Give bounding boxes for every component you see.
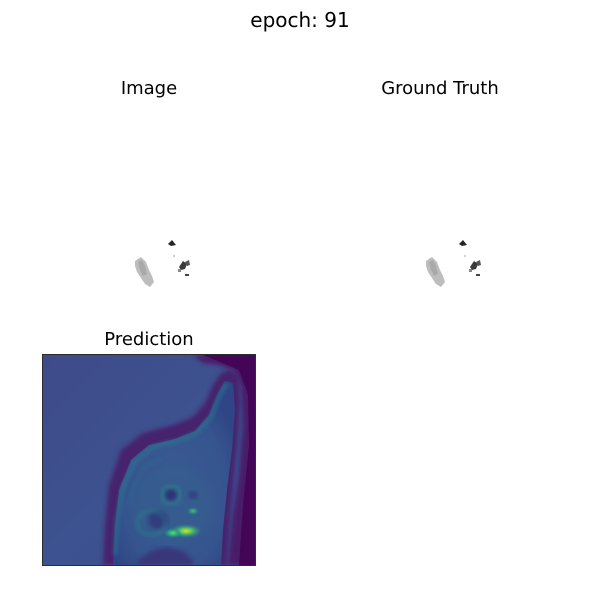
heatmap-inner-pocket — [165, 489, 177, 501]
image-panel-title: Image — [120, 78, 178, 99]
image-mask-dark-marks — [168, 240, 190, 276]
figure-title: epoch: 91 — [250, 8, 350, 32]
ground-truth-panel-canvas — [426, 240, 481, 287]
image-panel-canvas — [135, 240, 190, 287]
ground-truth-panel — [333, 104, 547, 316]
heatmap-hotspot-secondary — [164, 528, 182, 538]
prediction-heatmap — [42, 354, 256, 566]
heatmap-dark-region-right — [193, 355, 255, 565]
image-mask-gray-blob — [135, 257, 154, 287]
ground-truth-panel-title: Ground Truth — [381, 78, 499, 99]
prediction-heatmap-canvas — [43, 355, 255, 565]
prediction-panel-title: Prediction — [104, 329, 194, 350]
gt-mask-dark-marks — [459, 240, 481, 276]
gt-mask-gray-blob — [426, 257, 445, 287]
heatmap-skull-outline — [113, 382, 229, 556]
image-panel — [42, 104, 256, 316]
